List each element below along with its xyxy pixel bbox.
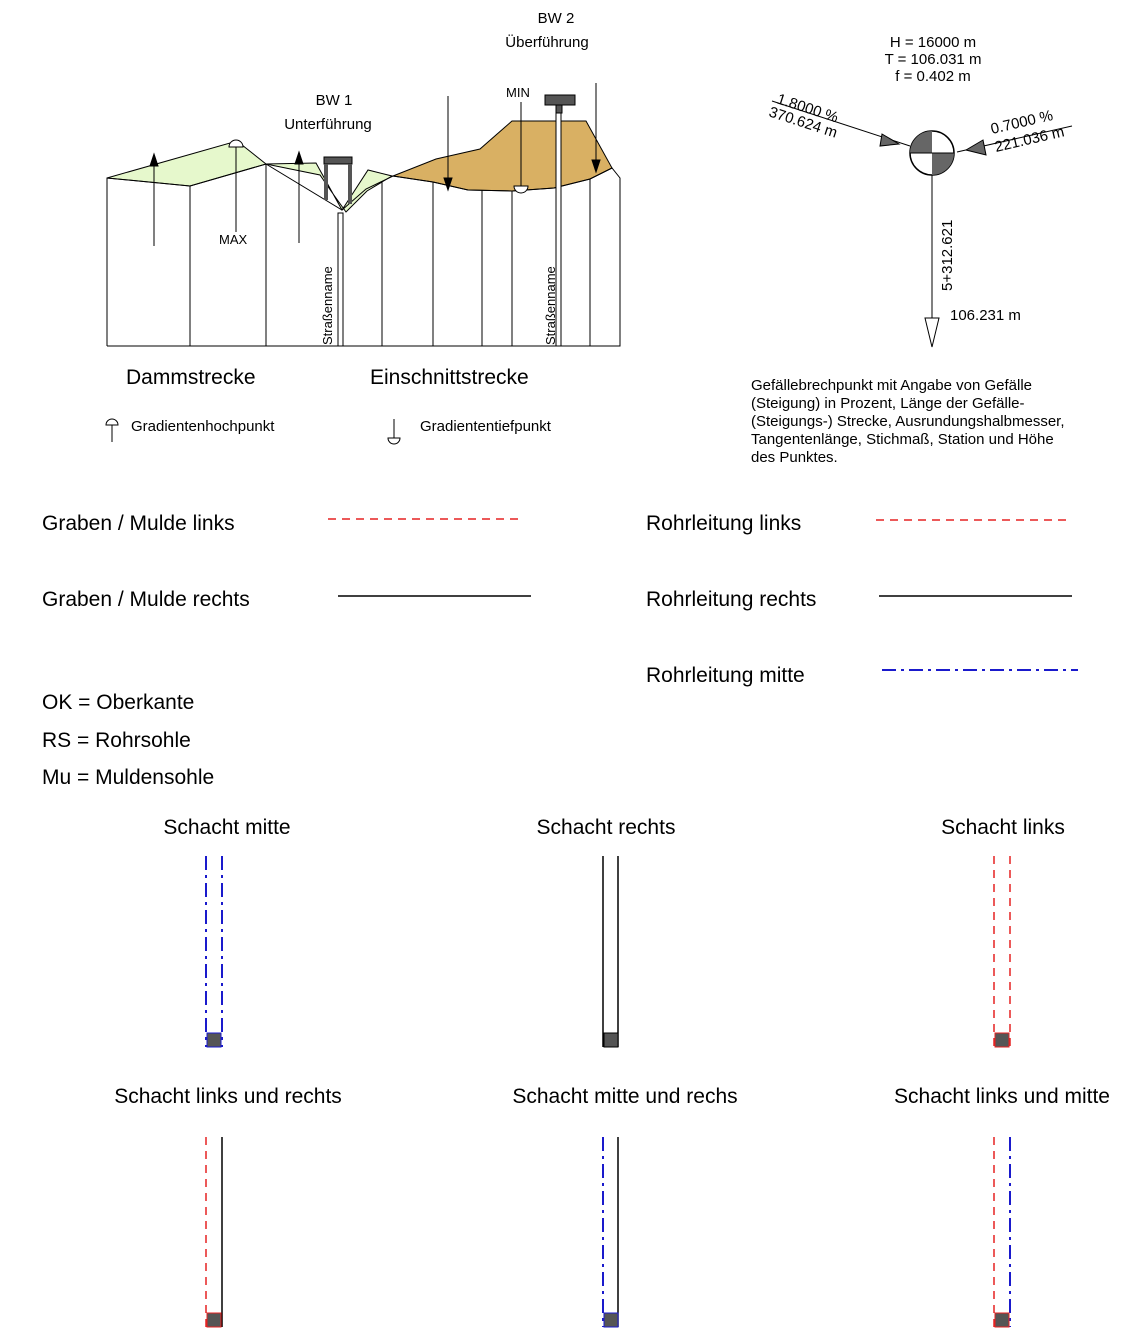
vertex-circle-icon bbox=[909, 130, 955, 176]
bw2-title: BW 2 bbox=[538, 10, 575, 27]
left-arrow-icon bbox=[879, 133, 901, 147]
shaft-links-rechts-label: Schacht links und rechts bbox=[114, 1085, 342, 1108]
rohr-rechts-label: Rohrleitung rechts bbox=[646, 588, 816, 611]
vertex-description-5: des Punktes. bbox=[751, 449, 838, 466]
gradient-high-point-icon bbox=[105, 418, 119, 442]
min-point-icon bbox=[513, 185, 529, 194]
profile-section: BW 1 Unterführung Straßenname BW 2 Überf… bbox=[106, 10, 621, 389]
bw1-subtitle: Unterführung bbox=[284, 116, 372, 133]
embankment-fill bbox=[106, 140, 394, 213]
shaft-links-mitte-label: Schacht links und mitte bbox=[894, 1085, 1110, 1108]
bw1-underpass-icon bbox=[323, 156, 353, 204]
max-point-icon bbox=[228, 139, 244, 148]
gradient-low-point-icon bbox=[387, 419, 401, 445]
gradient-low-point-label: Gradiententiefpunkt bbox=[420, 418, 552, 435]
street-pillar-2 bbox=[555, 112, 562, 347]
abbr-rs: RS = Rohrsohle bbox=[42, 729, 191, 752]
graben-rechts-label: Graben / Mulde rechts bbox=[42, 588, 250, 611]
bw1-title: BW 1 bbox=[316, 92, 353, 109]
right-arrow-icon bbox=[964, 139, 987, 156]
shaft-rechts-icon bbox=[602, 856, 619, 1048]
vertex-point-diagram: H = 16000 m T = 106.031 m f = 0.402 m 1.… bbox=[751, 34, 1073, 466]
abbr-mu: Mu = Muldensohle bbox=[42, 766, 214, 789]
section-embankment: Dammstrecke bbox=[126, 366, 256, 389]
shaft-links-label: Schacht links bbox=[941, 816, 1065, 839]
rohr-mitte-label: Rohrleitung mitte bbox=[646, 664, 805, 687]
ground-outline bbox=[106, 163, 621, 347]
line-legend: Graben / Mulde links Graben / Mulde rech… bbox=[42, 512, 1078, 687]
abbr-ok: OK = Oberkante bbox=[42, 691, 194, 714]
shaft-mitte-rechts-label: Schacht mitte und rechs bbox=[512, 1085, 737, 1108]
vertex-description-3: (Steigungs-) Strecke, Ausrundungshalbmes… bbox=[751, 413, 1065, 430]
vertex-description-4: Tangentenlänge, Stichmaß, Station und Hö… bbox=[751, 431, 1054, 448]
bw2-subtitle: Überführung bbox=[505, 33, 588, 51]
shaft-links-rechts-icon bbox=[205, 1137, 223, 1328]
vertex-station: 5+312.621 bbox=[939, 220, 956, 291]
vertex-height: 106.231 m bbox=[950, 307, 1021, 324]
bw2-overpass-icon bbox=[544, 94, 576, 114]
street-label-1: Straßenname bbox=[320, 266, 335, 345]
gradient-legend: Gradientenhochpunkt Gradiententiefpunkt bbox=[105, 418, 552, 445]
shaft-links-icon bbox=[993, 856, 1011, 1048]
shafts: Schacht mitte Schacht rechts Schacht lin… bbox=[114, 816, 1110, 1328]
min-label: MIN bbox=[506, 85, 530, 100]
shaft-mitte-icon bbox=[205, 856, 223, 1048]
graben-links-label: Graben / Mulde links bbox=[42, 512, 235, 535]
vertex-t: T = 106.031 m bbox=[885, 51, 982, 68]
vertex-description-1: Gefällebrechpunkt mit Angabe von Gefälle bbox=[751, 377, 1032, 394]
shaft-links-mitte-icon bbox=[993, 1137, 1011, 1328]
shaft-mitte-label: Schacht mitte bbox=[163, 816, 290, 839]
street-pillar-1 bbox=[337, 212, 344, 347]
down-arrow-icon bbox=[924, 317, 940, 348]
shaft-rechts-label: Schacht rechts bbox=[537, 816, 676, 839]
vertex-f: f = 0.402 m bbox=[895, 68, 970, 85]
rohr-links-label: Rohrleitung links bbox=[646, 512, 801, 535]
max-label: MAX bbox=[219, 232, 248, 247]
embankment-arrows bbox=[149, 150, 304, 246]
section-cut: Einschnittstrecke bbox=[370, 366, 529, 389]
street-label-2: Straßenname bbox=[543, 266, 558, 345]
vertex-h: H = 16000 m bbox=[890, 34, 976, 51]
station-verticals bbox=[189, 164, 591, 346]
cut-arrows bbox=[443, 83, 601, 192]
vertex-description-2: (Steigung) in Prozent, Länge der Gefälle… bbox=[751, 395, 1025, 412]
shaft-mitte-rechts-icon bbox=[602, 1137, 619, 1328]
abbreviations: OK = Oberkante RS = Rohrsohle Mu = Mulde… bbox=[42, 691, 214, 789]
gradient-high-point-label: Gradientenhochpunkt bbox=[131, 418, 275, 435]
